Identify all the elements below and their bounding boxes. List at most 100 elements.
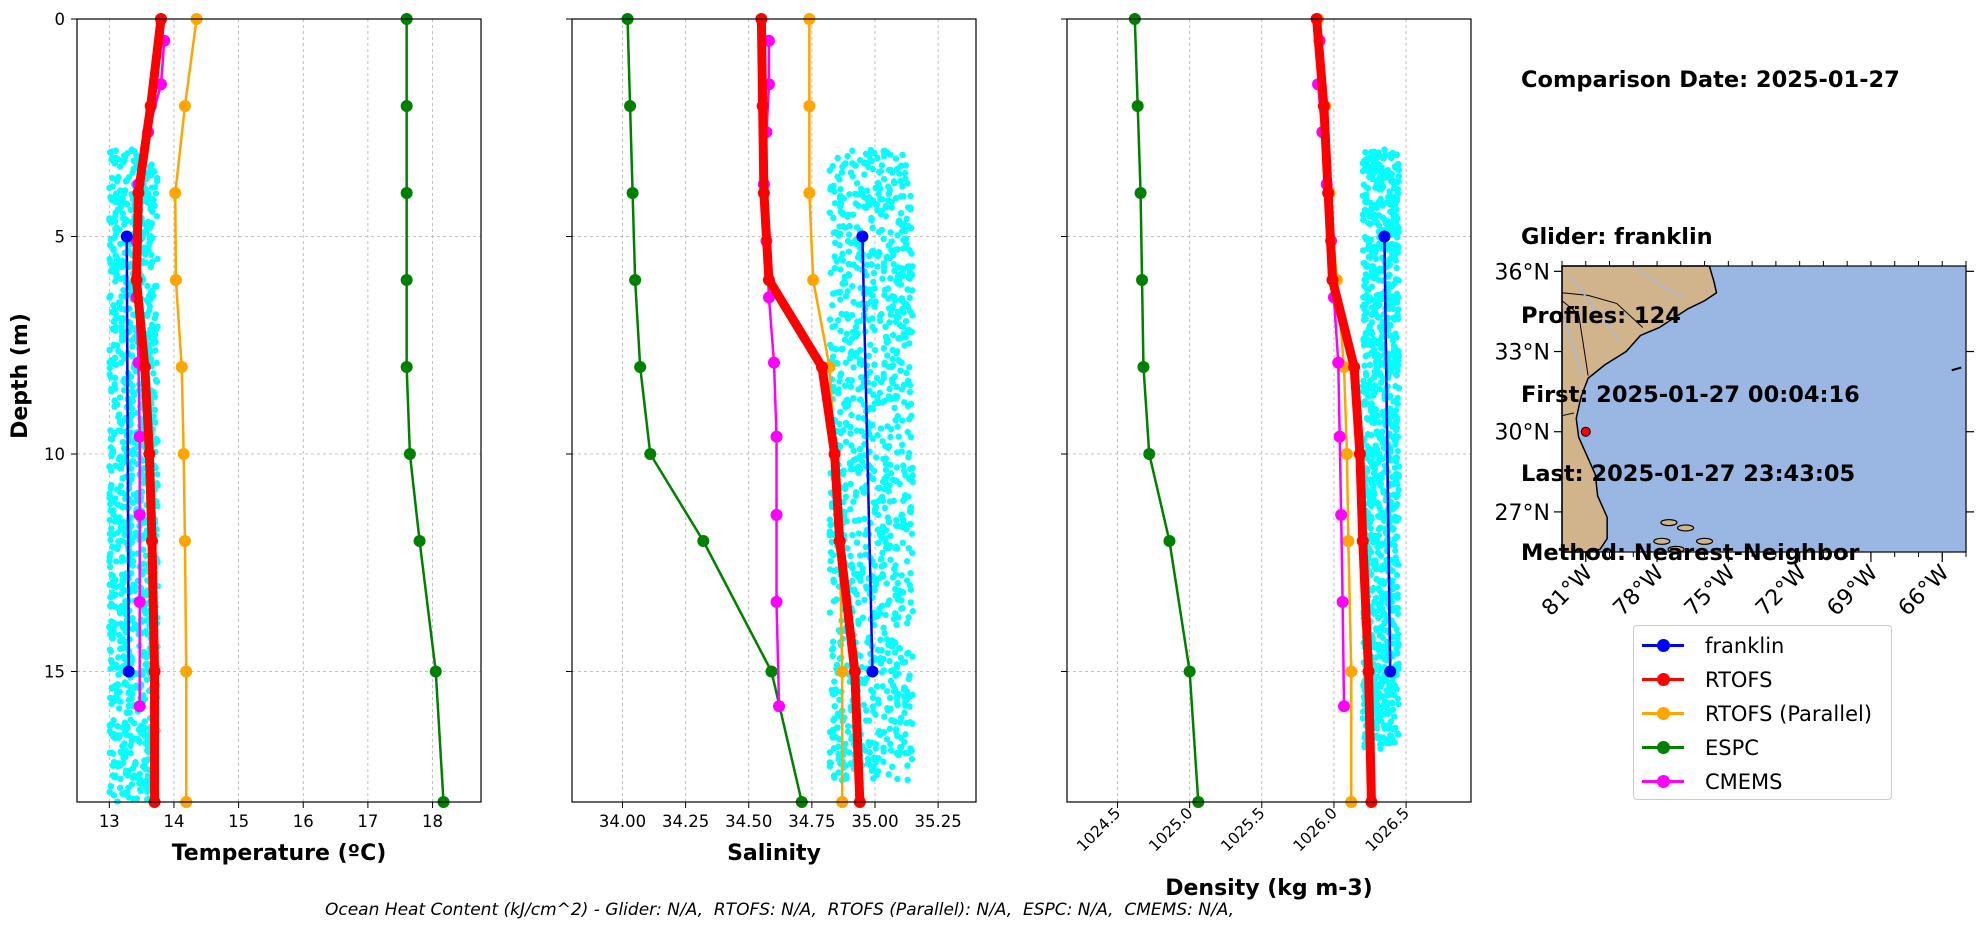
glider-scatter-point [837, 372, 844, 380]
glider-scatter-point [896, 645, 904, 652]
glider-scatter-point [834, 710, 842, 718]
glider-scatter-point [128, 539, 135, 546]
glider-scatter-point [891, 649, 899, 656]
glider-scatter-point [154, 255, 161, 263]
glider-scatter-point [1385, 302, 1392, 310]
glider-scatter-point [148, 205, 155, 213]
glider-scatter-point [847, 430, 854, 437]
series-point [1338, 700, 1351, 713]
glider-scatter-point [1366, 445, 1373, 452]
series-point [634, 361, 647, 373]
glider-scatter-point [121, 375, 128, 383]
glider-scatter-point [831, 188, 838, 195]
glider-scatter-point [845, 398, 852, 406]
glider-scatter-point [881, 630, 888, 637]
glider-scatter-point [874, 432, 881, 439]
glider-scatter-point [1383, 687, 1390, 694]
glider-scatter-point [880, 370, 887, 377]
glider-scatter-point [1376, 291, 1383, 299]
glider-scatter-point [144, 282, 151, 290]
glider-scatter-point [112, 230, 120, 238]
glider-scatter-point [861, 452, 868, 459]
glider-scatter-point [115, 671, 122, 678]
glider-scatter-point [106, 184, 113, 191]
series-rtofs-parallel- [169, 13, 203, 808]
glider-scatter-point [827, 269, 835, 277]
glider-scatter-point [117, 482, 125, 489]
glider-scatter-point [904, 402, 912, 410]
glider-scatter-point [108, 618, 115, 625]
glider-scatter-point [831, 239, 839, 247]
series-point [1332, 356, 1345, 369]
glider-scatter-point [872, 298, 879, 305]
glider-scatter-point [860, 489, 868, 496]
glider-scatter-point [1374, 354, 1381, 362]
glider-scatter-point [1364, 286, 1371, 293]
glider-scatter-point [120, 191, 127, 198]
glider-scatter-point [881, 713, 888, 720]
glider-scatter-point [877, 185, 884, 192]
glider-scatter-point [1359, 211, 1367, 218]
glider-scatter-point [106, 346, 113, 354]
glider-scatter-point [907, 192, 914, 200]
glider-scatter-point [115, 519, 123, 526]
glider-scatter-point [1384, 705, 1391, 713]
glider-scatter-point [1392, 441, 1399, 448]
glider-scatter-point [151, 183, 159, 191]
glider-scatter-point [876, 389, 884, 397]
glider-scatter-point [1375, 690, 1383, 697]
glider-scatter-point [837, 203, 844, 210]
glider-scatter-point [899, 417, 906, 424]
glider-scatter-point [1370, 482, 1377, 489]
legend-marker [1657, 741, 1670, 754]
glider-scatter-point [842, 438, 850, 446]
glider-scatter-point [120, 159, 127, 166]
glider-scatter-point [874, 154, 881, 162]
glider-scatter-point [905, 649, 912, 657]
glider-scatter-point [888, 637, 896, 644]
series-point [836, 665, 849, 678]
glider-scatter-point [128, 557, 136, 564]
glider-scatter-point [141, 763, 148, 770]
glider-scatter-point [831, 678, 838, 685]
glider-scatter-point [898, 511, 906, 518]
glider-scatter-point [906, 450, 913, 457]
glider-scatter-point [118, 257, 126, 264]
glider-scatter-point [862, 543, 869, 551]
glider-scatter-point [871, 562, 879, 569]
glider-scatter-point [121, 747, 128, 754]
glider-scatter-point [868, 157, 876, 165]
glider-scatter-point [152, 376, 160, 384]
glider-scatter-point [870, 766, 878, 774]
glider-scatter-point [115, 347, 122, 355]
glider-scatter-point [901, 342, 908, 349]
glider-scatter-point [839, 211, 847, 218]
glider-scatter-point [1387, 732, 1394, 739]
glider-scatter-point [866, 749, 873, 756]
glider-scatter-point [129, 690, 136, 697]
glider-scatter-point [127, 742, 134, 750]
glider-scatter-point [853, 427, 860, 434]
glider-scatter-point [856, 301, 864, 308]
legend-marker [1657, 707, 1670, 720]
series-espc [621, 13, 808, 808]
legend-marker [1657, 673, 1670, 686]
glider-scatter-point [128, 654, 136, 662]
glider-scatter-point [114, 695, 122, 703]
glider-scatter-point [905, 675, 913, 683]
glider-scatter-point [898, 572, 905, 579]
glider-scatter-point [107, 782, 115, 790]
glider-scatter-point [828, 538, 836, 546]
glider-scatter-point [1390, 681, 1398, 688]
glider-scatter-point [147, 233, 155, 240]
glider-scatter-point [113, 686, 120, 693]
glider-scatter-point [1372, 666, 1380, 673]
glider-scatter-point [1379, 183, 1387, 190]
series-point [1143, 448, 1156, 460]
glider-scatter-point [904, 303, 912, 311]
glider-scatter-point [892, 672, 899, 679]
glider-scatter-point [876, 484, 883, 491]
legend-marker [1657, 639, 1670, 652]
glider-scatter-point [865, 352, 873, 360]
glider-scatter-point [871, 346, 879, 354]
